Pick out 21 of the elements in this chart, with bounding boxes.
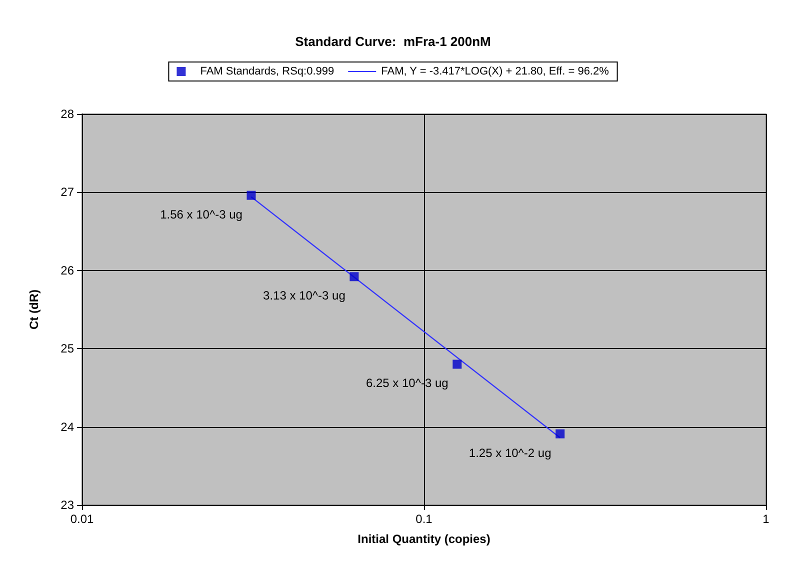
point xyxy=(246,190,256,200)
x-tick-label: 0.1 xyxy=(416,512,433,526)
y-tick-label: 28 xyxy=(60,107,74,121)
x-axis-title: Initial Quantity (copies) xyxy=(358,532,490,546)
annotation: 1.56 x 10^-3 ug xyxy=(160,207,242,222)
y-tick-label: 24 xyxy=(60,420,74,434)
x-tick-label: 1 xyxy=(762,512,770,526)
point xyxy=(556,429,565,438)
y-tick-label: 23 xyxy=(60,498,74,512)
legend-label: FAM Standards, RSq:0.999 xyxy=(200,66,334,78)
point xyxy=(452,360,462,369)
y-tick-label: 27 xyxy=(60,185,74,200)
y-tick-label: 25 xyxy=(60,342,74,356)
annotation: 3.13 x 10^-3 ug xyxy=(263,288,346,303)
point xyxy=(350,272,359,282)
annotation: 1.25 x 10^-2 ug xyxy=(468,446,552,460)
x-tick-label: 0.01 xyxy=(70,512,94,526)
y-axis-title: Ct (dR) xyxy=(27,290,41,330)
chart-title: Standard Curve: mFra-1 200nM xyxy=(295,34,491,49)
legend-label: FAM, Y = -3.417*LOG(X) + 21.80, Eff. = 96.2% xyxy=(381,66,610,78)
y-tick-label: 26 xyxy=(60,263,74,278)
